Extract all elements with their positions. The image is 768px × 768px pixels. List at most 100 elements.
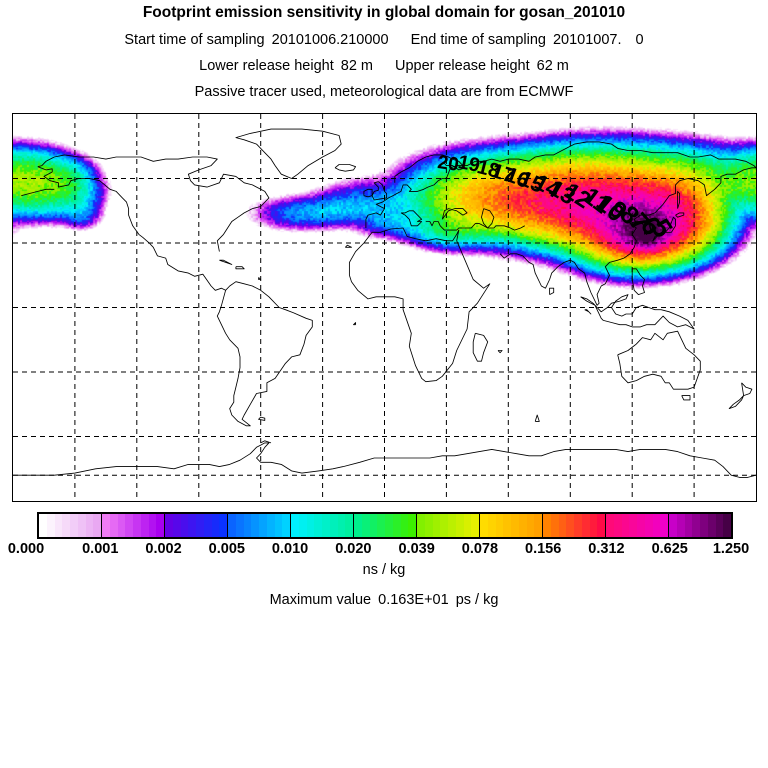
colorbar-step bbox=[306, 514, 315, 537]
coastline-path bbox=[371, 181, 388, 201]
colorbar-segment-9 bbox=[606, 514, 669, 537]
colorbar-step bbox=[550, 514, 559, 537]
coastline-path bbox=[258, 416, 266, 421]
colorbar-step bbox=[652, 514, 661, 537]
colorbar-step bbox=[329, 514, 338, 537]
end-time-value: 20101007. bbox=[552, 32, 622, 48]
coastline-path bbox=[37, 154, 270, 252]
colorbar-step bbox=[140, 514, 149, 537]
colorbar-step bbox=[660, 514, 668, 537]
colorbar-step bbox=[85, 514, 94, 537]
colorbar-step bbox=[322, 514, 330, 537]
colorbar-step bbox=[669, 514, 677, 537]
colorbar-step bbox=[282, 514, 290, 537]
colorbar-step bbox=[503, 514, 511, 537]
coastline-path bbox=[353, 322, 357, 326]
colorbar-step bbox=[684, 514, 693, 537]
colorbar-step bbox=[337, 514, 346, 537]
colorbar-step bbox=[354, 514, 362, 537]
colorbar-step bbox=[219, 514, 227, 537]
maximum-value-number: 0.163E+01 bbox=[378, 592, 449, 608]
coastlines bbox=[13, 128, 756, 478]
colorbar-step bbox=[715, 514, 724, 537]
maximum-value-label: Maximum value bbox=[269, 592, 372, 608]
colorbar-step bbox=[463, 514, 472, 537]
colorbar-step bbox=[487, 514, 496, 537]
colorbar-segment-10 bbox=[669, 514, 731, 537]
coastline-path bbox=[617, 330, 701, 390]
colorbar-step bbox=[361, 514, 370, 537]
colorbar-tick-7: 0.078 bbox=[461, 541, 499, 557]
coastline-path bbox=[497, 350, 503, 354]
colorbar-step bbox=[392, 514, 401, 537]
colorbar-step bbox=[54, 514, 63, 537]
colorbar-step bbox=[211, 514, 220, 537]
map-inner: 20 19 18 17 16 15 14 13 12 11 10 9 8 7 6 5 bbox=[13, 114, 756, 501]
lower-release-value: 82 m bbox=[340, 58, 373, 74]
colorbar-tick-10: 0.625 bbox=[651, 541, 688, 557]
graticule bbox=[13, 114, 756, 501]
colorbar-step bbox=[228, 514, 236, 537]
release-height-line: Lower release height 82 m Upper release he… bbox=[0, 58, 768, 74]
colorbar-tick-0: 0.000 bbox=[7, 541, 45, 557]
colorbar-step bbox=[188, 514, 196, 537]
colorbar-step bbox=[543, 514, 551, 537]
colorbar-step bbox=[480, 514, 488, 537]
colorbar-segment-7 bbox=[480, 514, 543, 537]
colorbar-step bbox=[172, 514, 181, 537]
world-map-panel: 20 19 18 17 16 15 14 13 12 11 10 9 8 7 6 5 bbox=[12, 113, 757, 502]
coastline-path bbox=[728, 382, 753, 410]
colorbar-step bbox=[109, 514, 118, 537]
colorbar-step bbox=[637, 514, 645, 537]
colorbar-step bbox=[534, 514, 542, 537]
coastline-path bbox=[580, 294, 695, 330]
colorbar-step bbox=[424, 514, 433, 537]
coastlines-and-grid-layer bbox=[13, 114, 756, 501]
colorbar-segment-4 bbox=[291, 514, 354, 537]
colorbar-units-label: ns / kg bbox=[362, 562, 406, 578]
colorbar-step bbox=[455, 514, 464, 537]
colorbar-step bbox=[589, 514, 598, 537]
colorbar-step bbox=[133, 514, 141, 537]
colorbar-step bbox=[448, 514, 456, 537]
maximum-value-units: ps / kg bbox=[455, 592, 499, 608]
colorbar-step bbox=[566, 514, 574, 537]
coastline-path bbox=[260, 440, 272, 444]
colorbar bbox=[37, 512, 733, 539]
colorbar-step bbox=[377, 514, 385, 537]
colorbar-tick-labels: 0.000 0.001 0.002 0.005 0.010 0.020 0.039 0.078… bbox=[0, 541, 768, 561]
colorbar-step bbox=[385, 514, 393, 537]
colorbar-step bbox=[39, 514, 47, 537]
start-time-value: 20101006.210000 bbox=[271, 32, 389, 48]
colorbar-step bbox=[156, 514, 164, 537]
coastline-path bbox=[681, 395, 691, 401]
colorbar-step bbox=[125, 514, 133, 537]
upper-release-value: 62 m bbox=[536, 58, 569, 74]
sampling-time-line: Start time of sampling 20101006.210000 End… bbox=[0, 32, 768, 48]
colorbar-step bbox=[291, 514, 299, 537]
colorbar-step bbox=[180, 514, 189, 537]
end-time-value-extra: 0 bbox=[635, 32, 644, 48]
colorbar-step bbox=[629, 514, 637, 537]
coastline-path bbox=[219, 259, 233, 265]
colorbar-step bbox=[707, 514, 716, 537]
colorbar-step bbox=[723, 514, 731, 537]
colorbar-step bbox=[644, 514, 653, 537]
colorbar-step bbox=[196, 514, 204, 537]
coastline-path bbox=[37, 166, 313, 427]
colorbar-step bbox=[203, 514, 212, 537]
coastline-path bbox=[534, 414, 540, 422]
colorbar-step bbox=[298, 514, 307, 537]
colorbar-step bbox=[621, 514, 630, 537]
colorbar-tick-2: 0.002 bbox=[145, 541, 182, 557]
coastline-path bbox=[13, 442, 756, 478]
coastline-path bbox=[549, 287, 555, 295]
colorbar-step bbox=[46, 514, 55, 537]
coastline-path bbox=[652, 216, 676, 242]
colorbar-step bbox=[613, 514, 622, 537]
colorbar-step bbox=[574, 514, 582, 537]
colorbar-tick-1: 0.001 bbox=[82, 541, 119, 557]
coastline-path bbox=[584, 309, 592, 315]
colorbar-step bbox=[235, 514, 244, 537]
colorbar-step bbox=[251, 514, 259, 537]
